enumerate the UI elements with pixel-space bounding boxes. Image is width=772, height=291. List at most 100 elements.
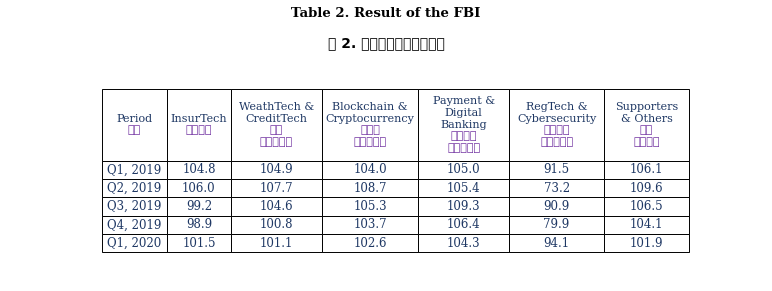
Text: Cybersecurity: Cybersecurity xyxy=(517,114,596,124)
Bar xyxy=(103,161,167,179)
Text: InsurTech: InsurTech xyxy=(171,114,227,124)
Text: RegTech &: RegTech & xyxy=(526,102,587,112)
Bar xyxy=(103,89,167,161)
Text: Digital: Digital xyxy=(445,108,482,118)
Bar xyxy=(103,234,167,252)
Text: 104.9: 104.9 xyxy=(259,163,293,176)
Bar xyxy=(167,216,231,234)
Bar xyxy=(604,234,689,252)
Bar xyxy=(509,161,604,179)
Bar xyxy=(103,216,167,234)
Bar xyxy=(322,89,418,161)
Bar xyxy=(509,197,604,216)
Bar xyxy=(418,179,509,197)
Text: 100.8: 100.8 xyxy=(259,218,293,231)
Text: 105.0: 105.0 xyxy=(447,163,480,176)
Text: 電子支付: 電子支付 xyxy=(450,131,477,141)
Text: Blockchain &: Blockchain & xyxy=(332,102,408,112)
Text: 106.5: 106.5 xyxy=(630,200,663,213)
Text: 91.5: 91.5 xyxy=(543,163,570,176)
Bar xyxy=(231,161,322,179)
Bar xyxy=(322,179,418,197)
Bar xyxy=(322,197,418,216)
Text: 106.1: 106.1 xyxy=(630,163,663,176)
Bar xyxy=(418,197,509,216)
Bar xyxy=(418,161,509,179)
Bar xyxy=(418,216,509,234)
Text: 101.5: 101.5 xyxy=(182,237,215,250)
Text: 105.4: 105.4 xyxy=(447,182,480,195)
Bar xyxy=(167,234,231,252)
Text: 103.7: 103.7 xyxy=(353,218,387,231)
Text: & Others: & Others xyxy=(621,114,672,124)
Text: 及加密貨幣: 及加密貨幣 xyxy=(354,137,387,147)
Bar xyxy=(322,161,418,179)
Bar xyxy=(604,89,689,161)
Text: 及網絡安全: 及網絡安全 xyxy=(540,137,573,147)
Bar xyxy=(231,89,322,161)
Text: 監管科技: 監管科技 xyxy=(543,125,570,136)
Bar xyxy=(322,234,418,252)
Text: 104.6: 104.6 xyxy=(259,200,293,213)
Text: 101.9: 101.9 xyxy=(630,237,663,250)
Text: Banking: Banking xyxy=(440,120,487,130)
Text: 表 2. 香港金融科技情緒指數: 表 2. 香港金融科技情緒指數 xyxy=(327,36,445,50)
Text: 及信用科技: 及信用科技 xyxy=(259,137,293,147)
Bar xyxy=(231,216,322,234)
Text: 104.3: 104.3 xyxy=(447,237,480,250)
Text: Q1, 2020: Q1, 2020 xyxy=(107,237,162,250)
Bar xyxy=(418,234,509,252)
Text: 107.7: 107.7 xyxy=(259,182,293,195)
Bar xyxy=(167,197,231,216)
Bar xyxy=(231,234,322,252)
Text: 財富: 財富 xyxy=(269,125,283,136)
Bar xyxy=(604,179,689,197)
Text: 102.6: 102.6 xyxy=(354,237,387,250)
Text: 104.1: 104.1 xyxy=(630,218,663,231)
Text: WeathTech &: WeathTech & xyxy=(239,102,314,112)
Bar xyxy=(322,216,418,234)
Text: 90.9: 90.9 xyxy=(543,200,570,213)
Text: 73.2: 73.2 xyxy=(543,182,570,195)
Text: 109.6: 109.6 xyxy=(630,182,663,195)
Text: 區塊鏈: 區塊鏈 xyxy=(360,125,380,136)
Bar xyxy=(167,179,231,197)
Text: Table 2. Result of the FBI: Table 2. Result of the FBI xyxy=(291,7,481,20)
Text: 79.9: 79.9 xyxy=(543,218,570,231)
Text: Period: Period xyxy=(117,114,153,124)
Bar xyxy=(509,179,604,197)
Text: 109.3: 109.3 xyxy=(447,200,480,213)
Bar xyxy=(604,161,689,179)
Bar xyxy=(509,89,604,161)
Text: 保险科技: 保险科技 xyxy=(185,125,212,136)
Bar xyxy=(167,89,231,161)
Bar xyxy=(604,197,689,216)
Text: Q1, 2019: Q1, 2019 xyxy=(107,163,162,176)
Text: 104.0: 104.0 xyxy=(353,163,387,176)
Bar xyxy=(103,197,167,216)
Text: 106.4: 106.4 xyxy=(447,218,480,231)
Text: 94.1: 94.1 xyxy=(543,237,570,250)
Text: 105.3: 105.3 xyxy=(353,200,387,213)
Text: Supporters: Supporters xyxy=(615,102,679,112)
Text: 104.8: 104.8 xyxy=(182,163,215,176)
Bar xyxy=(103,179,167,197)
Text: Q4, 2019: Q4, 2019 xyxy=(107,218,162,231)
Text: 106.0: 106.0 xyxy=(182,182,215,195)
Text: 及數碼銀行: 及數碼銀行 xyxy=(447,143,480,153)
Bar xyxy=(509,234,604,252)
Text: Q3, 2019: Q3, 2019 xyxy=(107,200,162,213)
Bar xyxy=(231,179,322,197)
Bar xyxy=(167,161,231,179)
Text: 101.1: 101.1 xyxy=(259,237,293,250)
Text: Payment &: Payment & xyxy=(432,96,495,107)
Text: 108.7: 108.7 xyxy=(354,182,387,195)
Text: 相關行業: 相關行業 xyxy=(633,137,660,147)
Bar xyxy=(418,89,509,161)
Text: Q2, 2019: Q2, 2019 xyxy=(107,182,162,195)
Text: Cryptocurrency: Cryptocurrency xyxy=(326,114,415,124)
Bar xyxy=(604,216,689,234)
Text: 99.2: 99.2 xyxy=(186,200,212,213)
Text: CreditTech: CreditTech xyxy=(245,114,307,124)
Text: 98.9: 98.9 xyxy=(186,218,212,231)
